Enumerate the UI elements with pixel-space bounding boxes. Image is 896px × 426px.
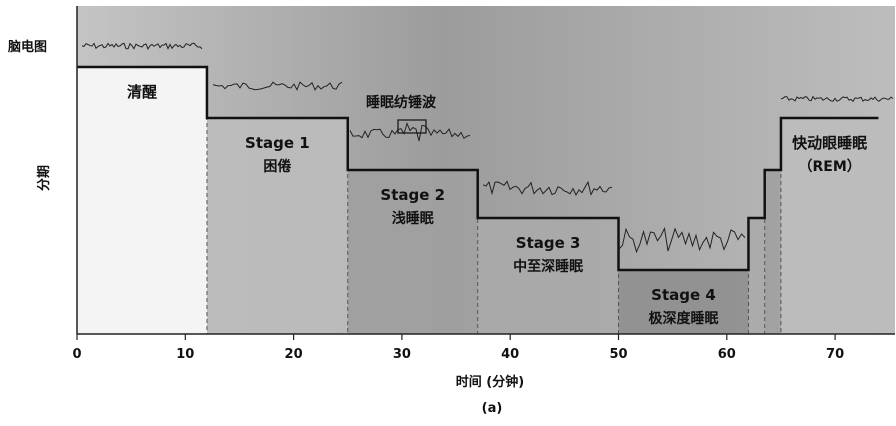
stage-fill-0: [77, 67, 207, 334]
stage-name-1: Stage 1: [245, 134, 310, 152]
y-axis-label: 分期: [36, 165, 52, 191]
stage-name-7: 快动眼睡眠: [792, 134, 867, 152]
eeg-trace-rem: [780, 95, 894, 103]
x-axis-ticks: 0 10 20 30 40 50 60 70: [72, 334, 844, 362]
x-tick-label-70: 70: [826, 347, 844, 362]
stage-fills: [77, 67, 879, 334]
x-tick-label-50: 50: [609, 347, 627, 362]
x-tick-label-30: 30: [393, 347, 411, 362]
stage-fill-3: [477, 218, 619, 334]
eeg-traces: [81, 42, 894, 254]
stage-labels: 清醒 Stage 1 困倦 Stage 2 浅睡眠 Stage 3 中至深睡眠 Stage 4…: [127, 83, 867, 327]
spindle-label: 睡眠纺锤波: [366, 94, 437, 111]
eeg-trace-stage3: [482, 180, 613, 197]
eeg-trace-stage4: [618, 226, 746, 254]
stage-fill-1: [206, 118, 348, 334]
spindle-box: [397, 119, 427, 134]
eeg-trace-stage2: [349, 122, 471, 142]
x-tick-label-60: 60: [718, 347, 736, 362]
stage-subtitle-2: 浅睡眠: [392, 210, 434, 227]
stage-fill-4: [618, 270, 749, 334]
stage-fill-7: [780, 118, 879, 334]
x-tick-label-40: 40: [501, 347, 519, 362]
x-axis-label: 时间 (分钟): [456, 374, 524, 390]
stage-subtitle-4: 极深度睡眠: [648, 310, 718, 327]
stage-fill-5: [748, 218, 765, 334]
stage-subtitle-3: 中至深睡眠: [513, 258, 583, 275]
stage-subtitle-1: 困倦: [263, 158, 291, 175]
x-tick-label-10: 10: [176, 347, 194, 362]
stage-name-4: Stage 4: [651, 286, 716, 304]
stage-fill-2: [347, 170, 478, 334]
stage-subtitle-7: （REM）: [799, 159, 861, 175]
stage-name-2: Stage 2: [380, 186, 445, 204]
eeg-trace-stage1: [212, 81, 343, 91]
figure-caption: (a): [482, 401, 503, 416]
eeg-label: 脑电图: [8, 39, 47, 55]
x-tick-label-0: 0: [72, 347, 81, 362]
stage-fill-6: [764, 170, 781, 334]
eeg-trace-awake: [81, 42, 203, 50]
stage-name-3: Stage 3: [516, 234, 581, 252]
x-tick-label-20: 20: [285, 347, 303, 362]
stage-name-0: 清醒: [127, 83, 157, 101]
hypnogram-step-line: [77, 65, 879, 272]
